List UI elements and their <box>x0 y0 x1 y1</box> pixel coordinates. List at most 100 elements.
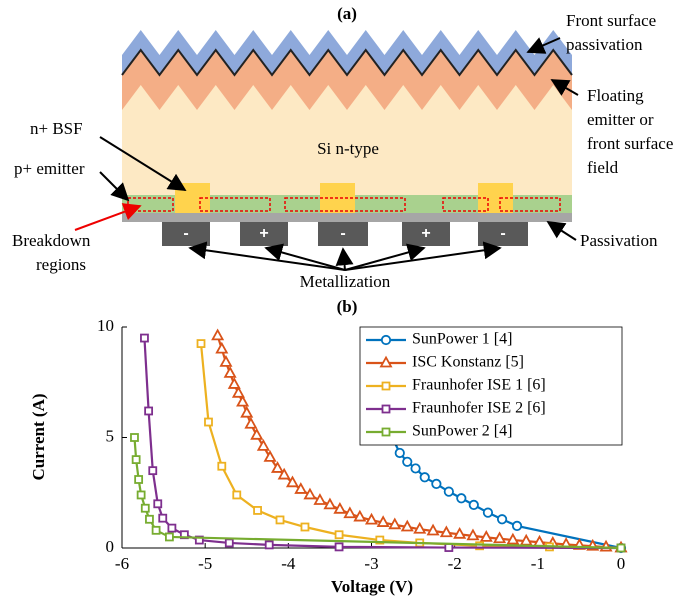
marker <box>402 456 413 467</box>
label: front surface <box>587 134 673 153</box>
label: p+ emitter <box>14 159 85 178</box>
marker <box>148 466 158 476</box>
marker <box>466 528 480 541</box>
marker <box>468 499 479 511</box>
x-tick-label: -4 <box>281 554 296 573</box>
marker <box>456 493 467 504</box>
marker <box>343 506 357 519</box>
arrow <box>99 171 130 202</box>
arrow <box>344 243 426 271</box>
label: field <box>587 158 619 177</box>
marker <box>431 478 442 490</box>
marker <box>144 406 154 416</box>
marker <box>204 417 213 427</box>
y-tick-label: 10 <box>97 316 114 335</box>
passivation-layer <box>122 30 572 75</box>
breakdown-box <box>284 197 406 212</box>
x-tick-label: 0 <box>617 554 626 573</box>
breakdown-box <box>499 197 561 212</box>
label: Passivation <box>580 231 658 250</box>
marker <box>333 501 347 514</box>
x-axis-label: Voltage (V) <box>331 577 413 596</box>
marker <box>264 540 274 550</box>
breakdown-box <box>127 197 174 212</box>
marker <box>215 341 229 354</box>
breakdown-box <box>442 197 489 212</box>
legend-label: Fraunhofer ISE 1 [6] <box>412 377 546 394</box>
legend-label: Fraunhofer ISE 2 [6] <box>412 400 546 417</box>
marker <box>240 405 254 418</box>
marker <box>294 482 308 494</box>
chart-title: (b) <box>337 297 358 316</box>
arrow <box>546 221 577 241</box>
marker <box>496 514 508 525</box>
label: Si n-type <box>317 139 379 158</box>
marker <box>493 531 507 544</box>
marker <box>165 532 174 542</box>
marker <box>323 497 337 510</box>
marker <box>217 461 227 471</box>
marker <box>443 486 454 497</box>
rear-passivation <box>122 213 572 222</box>
marker <box>223 366 237 378</box>
label: Metallization <box>300 272 391 291</box>
contact <box>318 222 368 246</box>
marker <box>419 472 430 483</box>
marker <box>134 475 144 484</box>
contacts <box>162 222 528 246</box>
arrow <box>550 79 579 96</box>
marker <box>376 515 390 527</box>
marker <box>140 503 150 513</box>
marker <box>479 530 493 542</box>
marker <box>250 427 264 440</box>
marker <box>353 509 367 522</box>
marker <box>151 525 161 535</box>
marker <box>224 538 234 548</box>
arrows <box>74 37 579 271</box>
marker <box>453 526 467 539</box>
panel-label: (a) <box>337 4 357 23</box>
marker <box>130 433 139 442</box>
marker <box>136 490 146 500</box>
emitter-layer <box>122 50 572 110</box>
marker <box>131 455 141 465</box>
marker <box>313 493 327 505</box>
marker <box>194 535 204 545</box>
marker <box>303 487 317 500</box>
marker <box>158 513 168 523</box>
contact-sign: - <box>500 225 505 242</box>
marker <box>153 499 163 509</box>
contact-sign: + <box>421 225 430 242</box>
x-tick-label: -1 <box>531 554 545 573</box>
marker <box>388 517 402 530</box>
marker <box>145 514 154 524</box>
label: emitter or <box>587 110 654 129</box>
arrow <box>526 37 561 54</box>
marker <box>506 532 520 545</box>
marker <box>227 377 241 389</box>
contact-sign: - <box>340 225 345 242</box>
marker <box>300 522 310 532</box>
y-tick-label: 0 <box>106 537 115 556</box>
marker <box>519 533 533 546</box>
label: Floating <box>587 86 644 105</box>
marker <box>616 543 626 553</box>
marker <box>426 523 440 536</box>
x-tick-label: -3 <box>364 554 378 573</box>
label: passivation <box>566 35 643 54</box>
marker <box>256 438 270 451</box>
contact <box>402 222 450 246</box>
marker <box>364 512 379 525</box>
marker <box>400 519 414 532</box>
breakdown-box <box>199 197 271 212</box>
cell-diagram: - + - + - (a) Front surface passivation … <box>12 4 673 291</box>
series-line <box>391 437 622 550</box>
arrow <box>264 243 346 271</box>
y-axis-label: Current (A) <box>29 393 48 480</box>
marker <box>253 506 262 515</box>
marker <box>167 523 177 533</box>
marker <box>394 447 405 459</box>
marker <box>444 543 454 552</box>
chart: (b) Voltage (V) Current (A) -6 -5 -4 -3 -2 -1… <box>29 297 628 596</box>
arrow <box>99 136 187 191</box>
